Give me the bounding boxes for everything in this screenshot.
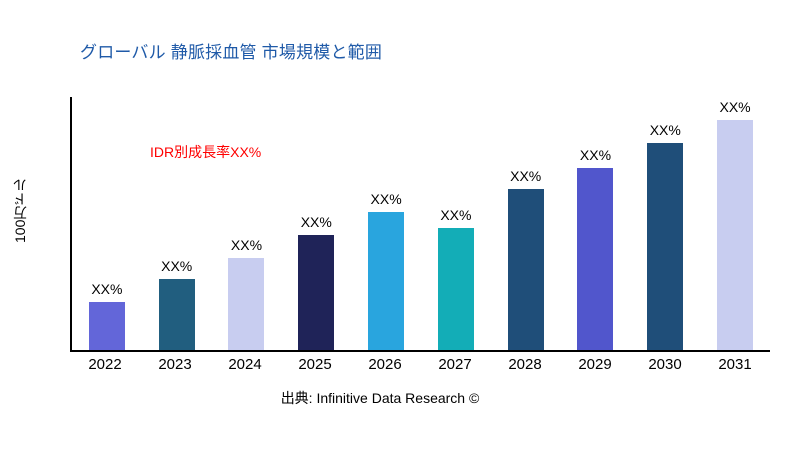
x-axis-tick-labels: 2022 2023 2024 2025 2026 2027 2028 2029 2030 2031	[70, 356, 770, 373]
x-tick-label: 2025	[298, 356, 332, 373]
x-tick-label: 2022	[88, 356, 122, 373]
y-axis-label: 100万ドル	[12, 177, 28, 243]
bar	[298, 235, 335, 350]
x-tick-label: 2028	[508, 356, 542, 373]
bar-column: XX%	[700, 97, 770, 350]
bar-value-label: XX%	[300, 214, 332, 230]
bar	[647, 143, 684, 350]
bar-value-label: XX%	[579, 147, 612, 164]
bar-column: XX%	[630, 97, 700, 350]
bar	[368, 212, 405, 350]
bar-column: XX%	[142, 97, 212, 350]
x-tick-label: 2029	[578, 356, 612, 373]
plot-area: IDR別成長率XX% XX% XX% XX% XX% XX% XX% XX% XX% XX% XX…	[70, 97, 770, 352]
bar-value-label: XX%	[370, 191, 402, 207]
bar	[507, 189, 544, 350]
bar-value-label: XX%	[161, 257, 193, 274]
chart-title: グローバル 静脈採血管 市場規模と範囲	[80, 43, 383, 62]
x-tick-label: 2027	[438, 356, 472, 373]
x-tick-label: 2026	[368, 356, 402, 373]
bar-value-label: XX%	[230, 237, 263, 253]
bar-column: XX%	[72, 97, 142, 350]
bar-series: XX% XX% XX% XX% XX% XX% XX% XX% XX% XX%	[72, 97, 770, 350]
bar	[158, 278, 195, 350]
bar-column: XX%	[212, 97, 282, 350]
source-text: 出典: Infinitive Data Research ©	[280, 390, 480, 406]
bar-column: XX%	[351, 97, 421, 350]
x-tick-label: 2023	[158, 356, 192, 373]
growth-rate-annotation: IDR別成長率XX%	[150, 144, 262, 160]
bar-column: XX%	[561, 97, 631, 350]
bar-value-label: XX%	[719, 99, 751, 115]
bar	[88, 301, 125, 350]
bar-value-label: XX%	[91, 280, 123, 297]
bar-column: XX%	[281, 97, 351, 350]
bar-value-label: XX%	[510, 168, 542, 184]
bar-value-label: XX%	[440, 207, 472, 224]
bar	[437, 228, 474, 350]
bar	[577, 168, 614, 350]
x-tick-label: 2030	[648, 356, 682, 373]
bar	[228, 258, 265, 350]
bar	[717, 120, 754, 350]
x-tick-label: 2024	[228, 356, 262, 373]
bar-column: XX%	[491, 97, 561, 350]
bar-column: XX%	[421, 97, 491, 350]
bar-value-label: XX%	[649, 122, 681, 138]
x-tick-label: 2031	[718, 356, 752, 373]
